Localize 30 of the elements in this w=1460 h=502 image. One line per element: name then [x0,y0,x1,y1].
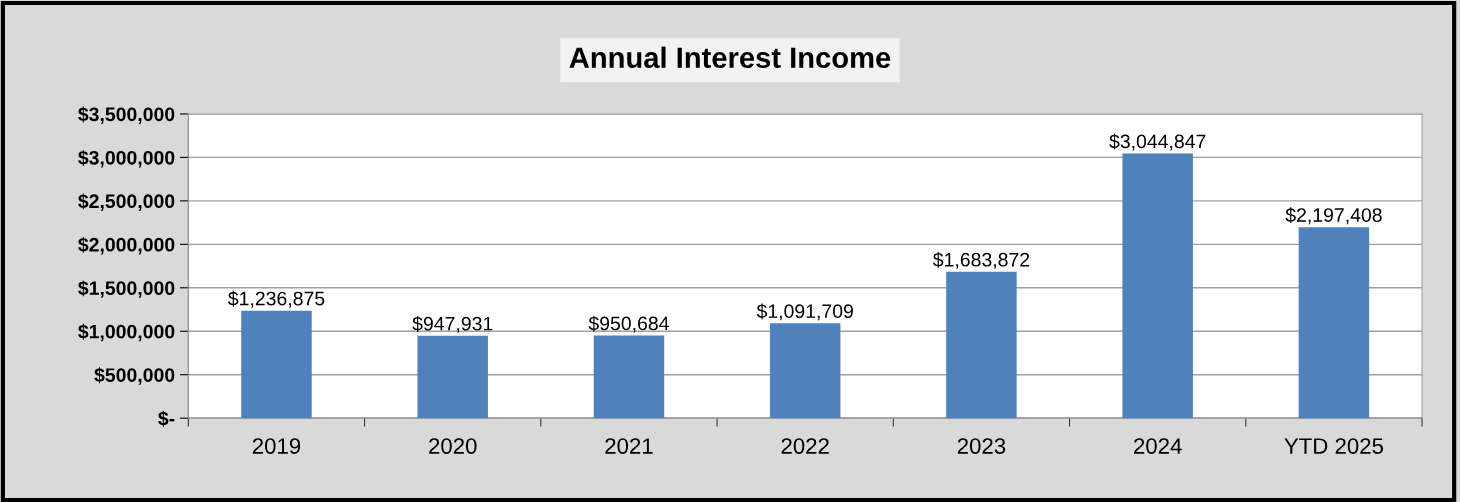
bar [1298,227,1370,419]
data-label: $1,683,872 [932,251,1030,269]
bar [1122,153,1193,419]
x-tick-label: 2021 [605,438,653,454]
x-tick-label: 2020 [429,438,477,454]
y-tick-label: $- [158,410,175,427]
y-tick-label: $1,000,000 [78,323,175,342]
bar [241,310,312,419]
data-label: $2,197,408 [1285,207,1382,225]
x-tick-label: 2019 [252,438,301,454]
x-tick-label: 2023 [957,438,1006,454]
y-tick-label: $500,000 [94,367,175,385]
y-tick-label: $2,000,000 [78,236,175,255]
data-label: $1,236,875 [228,290,325,308]
y-tick-label: $1,500,000 [78,280,175,298]
x-tick-label: YTD 2025 [1284,438,1384,454]
y-tick-label: $3,500,000 [78,106,175,125]
bar [769,323,841,419]
data-label: $950,684 [588,315,669,333]
data-label: $947,931 [412,315,493,333]
bar [946,271,1017,419]
x-tick-label: 2022 [781,438,829,454]
bar [417,335,488,419]
y-tick-label: $3,000,000 [78,150,175,168]
y-tick-label: $2,500,000 [78,193,175,211]
chart-title: Annual Interest Income [569,46,891,69]
data-label: $1,091,709 [756,303,853,321]
x-tick-label: 2024 [1134,438,1182,454]
data-label: $3,044,847 [1109,133,1206,151]
bar [593,335,665,419]
